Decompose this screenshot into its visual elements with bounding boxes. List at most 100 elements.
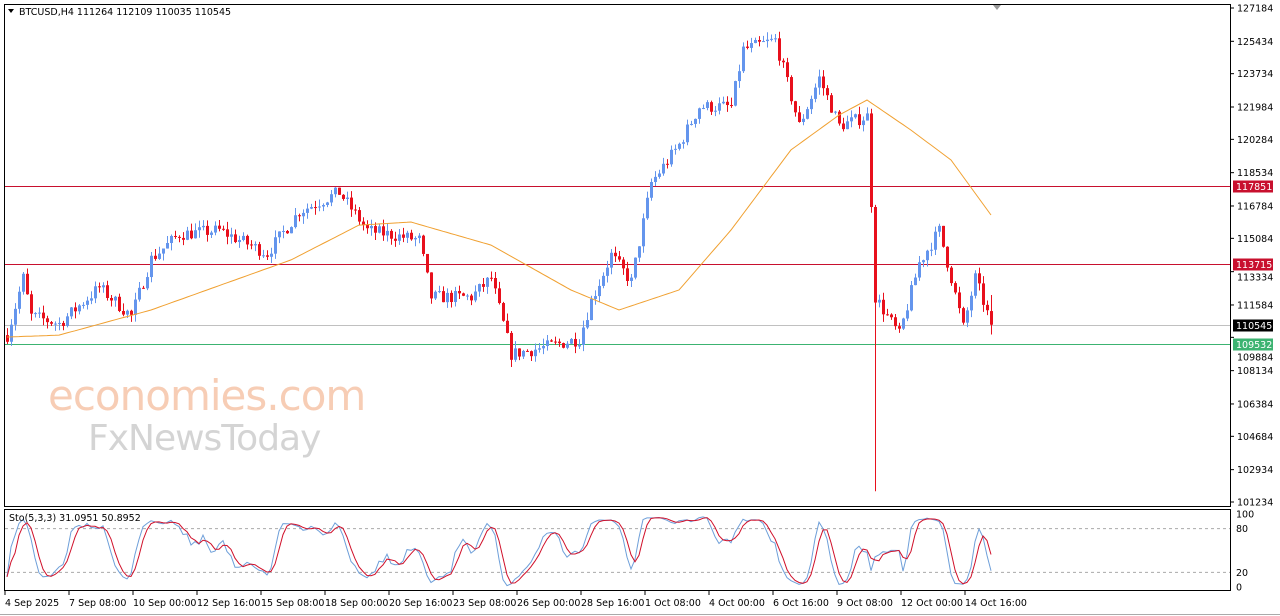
- bull-candle: [802, 118, 805, 122]
- bull-candle: [254, 244, 257, 246]
- bull-candle: [674, 148, 677, 150]
- bull-candle: [114, 296, 117, 301]
- bear-candle: [618, 256, 621, 260]
- bull-candle: [754, 39, 757, 44]
- bear-candle: [778, 38, 781, 61]
- bear-candle: [258, 244, 261, 256]
- bull-candle: [198, 227, 201, 231]
- bull-candle: [902, 318, 905, 329]
- bull-candle: [438, 291, 441, 293]
- bull-candle: [718, 103, 721, 111]
- time-tick-label: 20 Sep 16:00: [389, 598, 452, 609]
- bull-candle: [202, 225, 205, 228]
- bull-candle: [310, 207, 313, 209]
- bear-candle: [266, 255, 269, 257]
- bull-candle: [170, 235, 173, 244]
- bull-candle: [806, 109, 809, 119]
- price-tick-label: 111584: [1237, 300, 1273, 311]
- bull-candle: [546, 340, 549, 346]
- bull-candle: [970, 295, 973, 311]
- bear-candle: [426, 253, 429, 273]
- bear-candle: [250, 244, 253, 246]
- bear-candle: [946, 246, 949, 268]
- bull-candle: [866, 113, 869, 121]
- bear-candle: [42, 312, 45, 319]
- bull-candle: [654, 176, 657, 182]
- bull-candle: [570, 338, 573, 344]
- bull-candle: [750, 43, 753, 48]
- time-tick-label: 6 Oct 16:00: [773, 598, 829, 609]
- bull-candle: [686, 124, 689, 143]
- bear-candle: [218, 225, 221, 229]
- main-chart-frame: [4, 4, 1231, 507]
- bear-candle: [410, 232, 413, 240]
- bear-candle: [886, 314, 889, 316]
- bull-candle: [690, 123, 693, 125]
- bear-candle: [470, 295, 473, 301]
- bull-candle: [346, 197, 349, 199]
- bull-candle: [146, 277, 149, 289]
- bear-candle: [142, 287, 145, 289]
- bull-candle: [302, 212, 305, 217]
- bear-candle: [498, 288, 501, 304]
- bear-candle: [826, 88, 829, 96]
- bull-candle: [598, 285, 601, 297]
- price-tick-label: 118534: [1237, 168, 1273, 179]
- bull-candle: [734, 81, 737, 106]
- time-tick-label: 4 Sep 2025: [5, 598, 59, 609]
- bull-candle: [66, 316, 69, 326]
- bull-candle: [474, 291, 477, 301]
- bear-candle: [758, 39, 761, 42]
- bear-candle: [726, 101, 729, 106]
- bull-candle: [670, 149, 673, 165]
- bull-candle: [926, 250, 929, 261]
- bear-candle: [786, 62, 789, 78]
- bull-candle: [698, 108, 701, 119]
- bull-candle: [274, 237, 277, 254]
- bear-candle: [990, 311, 993, 325]
- bear-candle: [822, 76, 825, 89]
- bull-candle: [594, 296, 597, 299]
- stochastic-main-line: [6, 516, 992, 587]
- bull-candle: [938, 225, 941, 232]
- bear-candle: [898, 326, 901, 329]
- bear-candle: [390, 230, 393, 239]
- resistance-price-label: 113715: [1236, 260, 1272, 271]
- bear-candle: [874, 207, 877, 303]
- bull-candle: [634, 257, 637, 278]
- bear-candle: [374, 226, 377, 233]
- price-tick-label: 127184: [1237, 4, 1273, 15]
- bear-candle: [422, 235, 425, 254]
- bull-candle: [702, 107, 705, 109]
- bear-candle: [882, 299, 885, 315]
- bull-candle: [514, 348, 517, 360]
- bull-candle: [398, 234, 401, 241]
- bear-candle: [74, 307, 77, 312]
- bull-candle: [814, 87, 817, 99]
- bull-candle: [930, 249, 933, 251]
- dropdown-arrow-icon[interactable]: [8, 9, 14, 13]
- bear-candle: [462, 293, 465, 296]
- bear-candle: [494, 278, 497, 289]
- bear-candle: [106, 285, 109, 298]
- bear-candle: [26, 273, 29, 295]
- price-tick-label: 108134: [1237, 366, 1273, 377]
- stochastic-level-label: 100: [1236, 510, 1254, 521]
- bull-candle: [542, 345, 545, 349]
- bear-candle: [354, 209, 357, 211]
- bull-candle: [90, 298, 93, 301]
- indicator-frame: [4, 509, 1231, 591]
- bull-candle: [906, 310, 909, 319]
- time-tick-label: 7 Sep 08:00: [69, 598, 126, 609]
- chart-shift-icon[interactable]: [993, 5, 1001, 10]
- stochastic-panel: 100 80 20 0: [5, 510, 1254, 594]
- bull-candle: [54, 323, 57, 325]
- bear-candle: [382, 226, 385, 236]
- bull-candle: [610, 252, 613, 268]
- bear-candle: [790, 77, 793, 102]
- bear-candle: [286, 230, 289, 234]
- bear-candle: [794, 101, 797, 113]
- bull-candle: [414, 238, 417, 240]
- stochastic-level-label: 0: [1236, 583, 1242, 594]
- bull-candle: [910, 285, 913, 311]
